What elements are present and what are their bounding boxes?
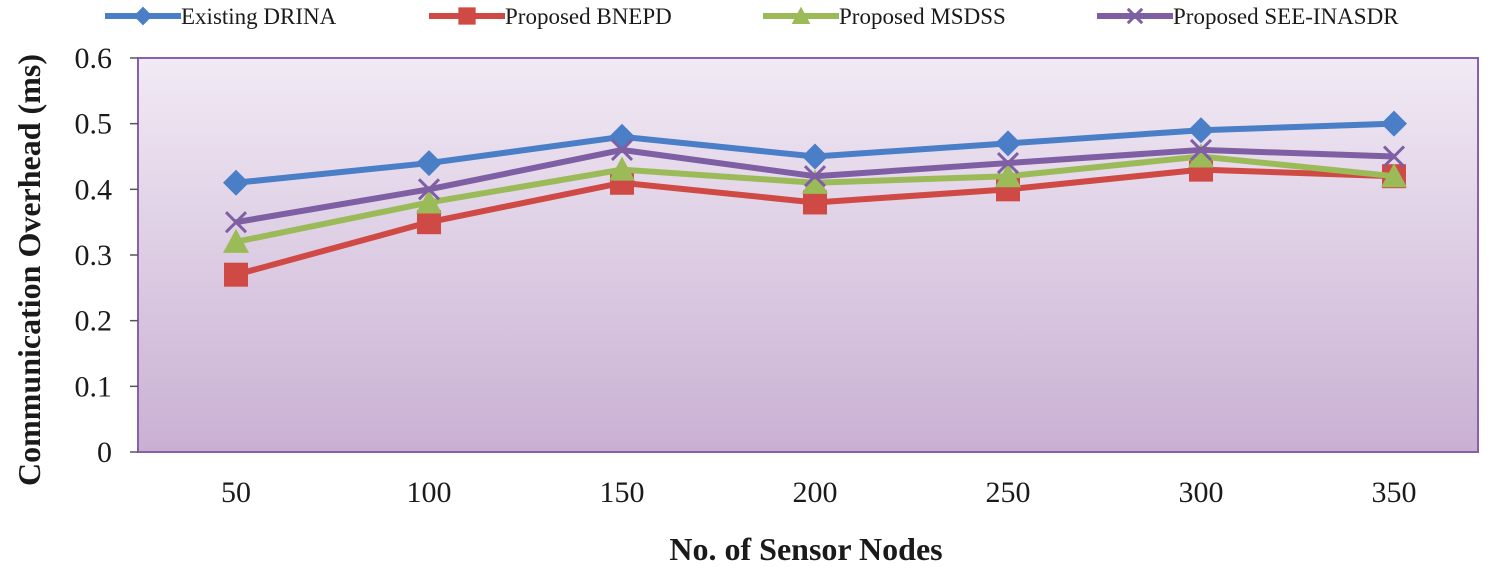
- y-tick-label: 0.4: [75, 173, 113, 206]
- x-axis-title: No. of Sensor Nodes: [669, 531, 942, 567]
- y-tick-label: 0.6: [75, 42, 113, 75]
- data-point-proposed-see-inasdr: [1382, 145, 1406, 168]
- data-point-proposed-bnepd: [417, 210, 441, 235]
- x-tick-label: 100: [407, 476, 452, 509]
- y-axis-title: Communication Overhead (ms): [11, 54, 47, 486]
- y-tick-label: 0.3: [75, 239, 113, 272]
- legend-item-existing-drina: Existing DRINA: [105, 4, 337, 29]
- x-axis: 50 100 150 200 250 300 350: [221, 476, 1417, 509]
- data-point-proposed-see-inasdr: [1189, 138, 1213, 161]
- y-tick-label: 0.2: [75, 305, 113, 338]
- legend-marker: [458, 7, 476, 25]
- data-point-proposed-msdss: [802, 169, 828, 194]
- data-point-proposed-msdss: [609, 156, 635, 181]
- data-point-proposed-msdss: [1188, 143, 1214, 168]
- data-point-existing-drina: [995, 130, 1021, 157]
- x-tick-label: 250: [986, 476, 1031, 509]
- data-point-proposed-see-inasdr: [224, 211, 248, 234]
- legend: Existing DRINA Proposed BNEPD Proposed MSD…: [105, 4, 1399, 29]
- series-proposed-see-inasdr: [224, 138, 1406, 234]
- y-tick-label: 0.1: [75, 370, 113, 403]
- data-point-proposed-msdss: [416, 189, 442, 214]
- data-point-existing-drina: [223, 169, 249, 196]
- legend-label: Proposed SEE-INASDR: [1173, 4, 1399, 29]
- data-point-proposed-bnepd: [803, 190, 827, 215]
- y-tick-label: 0.5: [75, 108, 113, 141]
- series-layer: [223, 110, 1407, 287]
- data-point-proposed-msdss: [995, 163, 1021, 188]
- x-tick-label: 150: [600, 476, 645, 509]
- x-tick-label: 200: [793, 476, 838, 509]
- legend-item-proposed-msdss: Proposed MSDSS: [763, 4, 1006, 29]
- legend-marker: [1126, 7, 1144, 25]
- data-point-proposed-see-inasdr: [996, 152, 1020, 175]
- series-proposed-msdss: [223, 143, 1407, 253]
- y-tick-label: 0: [97, 436, 112, 469]
- data-point-proposed-bnepd: [224, 262, 248, 287]
- data-point-proposed-see-inasdr: [610, 138, 634, 161]
- data-point-proposed-see-inasdr: [803, 165, 827, 188]
- data-point-proposed-see-inasdr: [417, 178, 441, 201]
- legend-label: Proposed BNEPD: [505, 4, 672, 29]
- x-tick-label: 50: [221, 476, 251, 509]
- y-axis: 0 0.1 0.2 0.3 0.4 0.5 0.6: [75, 42, 138, 469]
- legend-label: Proposed MSDSS: [839, 4, 1006, 29]
- legend-marker: [133, 6, 153, 26]
- legend-item-proposed-bnepd: Proposed BNEPD: [429, 4, 672, 29]
- x-tick-label: 350: [1372, 476, 1417, 509]
- data-point-existing-drina: [1381, 110, 1407, 137]
- data-point-existing-drina: [1188, 117, 1214, 144]
- data-point-proposed-msdss: [223, 228, 249, 253]
- legend-item-proposed-see-inasdr: Proposed SEE-INASDR: [1097, 4, 1399, 29]
- data-point-proposed-msdss: [1381, 163, 1407, 188]
- legend-marker: [791, 6, 811, 24]
- data-point-existing-drina: [416, 150, 442, 177]
- data-point-existing-drina: [802, 143, 828, 170]
- legend-label: Existing DRINA: [181, 4, 337, 29]
- x-tick-label: 300: [1179, 476, 1224, 509]
- plot-area: [137, 57, 1479, 453]
